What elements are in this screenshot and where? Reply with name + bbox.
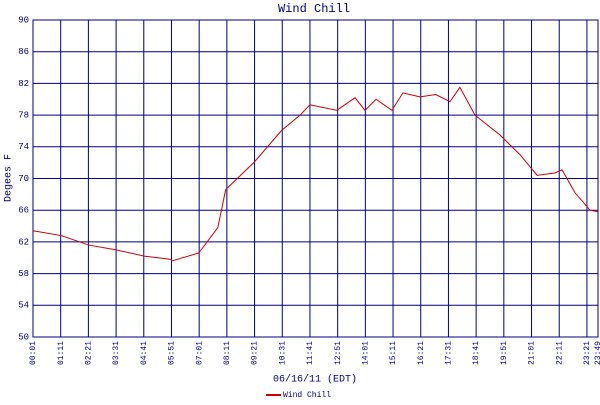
x-tick-label: 05:51	[168, 341, 177, 365]
x-tick-label: 03:31	[112, 341, 121, 365]
x-tick-label: 16:21	[417, 341, 426, 365]
y-axis-label: Degees F	[4, 154, 15, 202]
y-tick-label: 82	[18, 79, 29, 89]
legend-label: Wind Chill	[283, 391, 331, 400]
x-tick-label: 10:31	[278, 341, 287, 365]
plot-frame	[32, 19, 599, 338]
y-tick-label: 66	[18, 206, 29, 216]
x-tick-label: 00:01	[29, 341, 38, 365]
x-tick-label: 22:11	[555, 341, 564, 365]
y-tick-label: 54	[18, 301, 29, 311]
x-tick-label: 04:41	[140, 341, 149, 365]
x-tick-label: 15:11	[389, 341, 398, 365]
x-tick-label: 09:21	[251, 341, 260, 365]
x-tick-label: 17:31	[445, 341, 454, 365]
x-tick-label: 14:01	[361, 341, 370, 365]
y-tick-label: 90	[18, 15, 29, 25]
y-tick-label: 86	[18, 47, 29, 57]
y-tick-label: 78	[18, 110, 29, 120]
y-tick-label: 62	[18, 237, 29, 247]
x-tick-label: 07:01	[195, 341, 204, 365]
x-tick-label: 08:11	[223, 341, 232, 365]
x-tick-label: 01:11	[57, 341, 66, 365]
x-tick-label: 23:49	[594, 341, 600, 365]
x-tick-label: 02:21	[85, 341, 94, 365]
y-tick-label: 50	[18, 332, 29, 342]
y-tick-label: 70	[18, 174, 29, 184]
x-axis-label: 06/16/11 (EDT)	[273, 374, 357, 386]
y-tick-label: 74	[18, 142, 29, 152]
y-tick-label: 58	[18, 269, 29, 279]
x-tick-label: 18:41	[472, 341, 481, 365]
x-tick-label: 21:01	[528, 341, 537, 365]
chart-title: Wind Chill	[278, 2, 350, 16]
x-tick-label: 19:51	[500, 341, 509, 365]
x-tick-label: 11:41	[306, 341, 315, 365]
line	[32, 86, 599, 262]
x-tick-label: 23:21	[583, 341, 592, 365]
x-tick-label: 12:51	[334, 341, 343, 365]
